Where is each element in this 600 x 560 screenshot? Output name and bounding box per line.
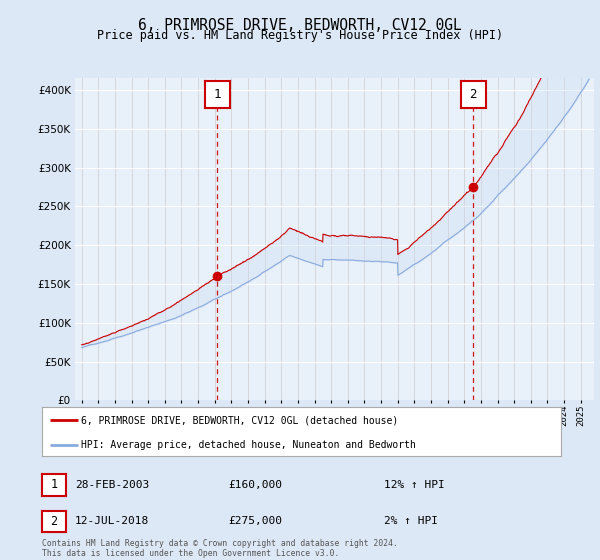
Text: 2% ↑ HPI: 2% ↑ HPI: [384, 516, 438, 526]
Text: £160,000: £160,000: [228, 480, 282, 490]
Text: 6, PRIMROSE DRIVE, BEDWORTH, CV12 0GL: 6, PRIMROSE DRIVE, BEDWORTH, CV12 0GL: [138, 18, 462, 33]
Text: 12% ↑ HPI: 12% ↑ HPI: [384, 480, 445, 490]
Text: 6, PRIMROSE DRIVE, BEDWORTH, CV12 0GL (detached house): 6, PRIMROSE DRIVE, BEDWORTH, CV12 0GL (d…: [81, 416, 398, 426]
Text: £275,000: £275,000: [228, 516, 282, 526]
Text: 2: 2: [469, 88, 477, 101]
Text: 2: 2: [50, 515, 58, 528]
Text: 1: 1: [50, 478, 58, 492]
Text: HPI: Average price, detached house, Nuneaton and Bedworth: HPI: Average price, detached house, Nune…: [81, 440, 416, 450]
Text: Price paid vs. HM Land Registry's House Price Index (HPI): Price paid vs. HM Land Registry's House …: [97, 29, 503, 42]
Text: Contains HM Land Registry data © Crown copyright and database right 2024.
This d: Contains HM Land Registry data © Crown c…: [42, 539, 398, 558]
Text: 28-FEB-2003: 28-FEB-2003: [75, 480, 149, 490]
Text: 1: 1: [214, 88, 221, 101]
Text: 12-JUL-2018: 12-JUL-2018: [75, 516, 149, 526]
